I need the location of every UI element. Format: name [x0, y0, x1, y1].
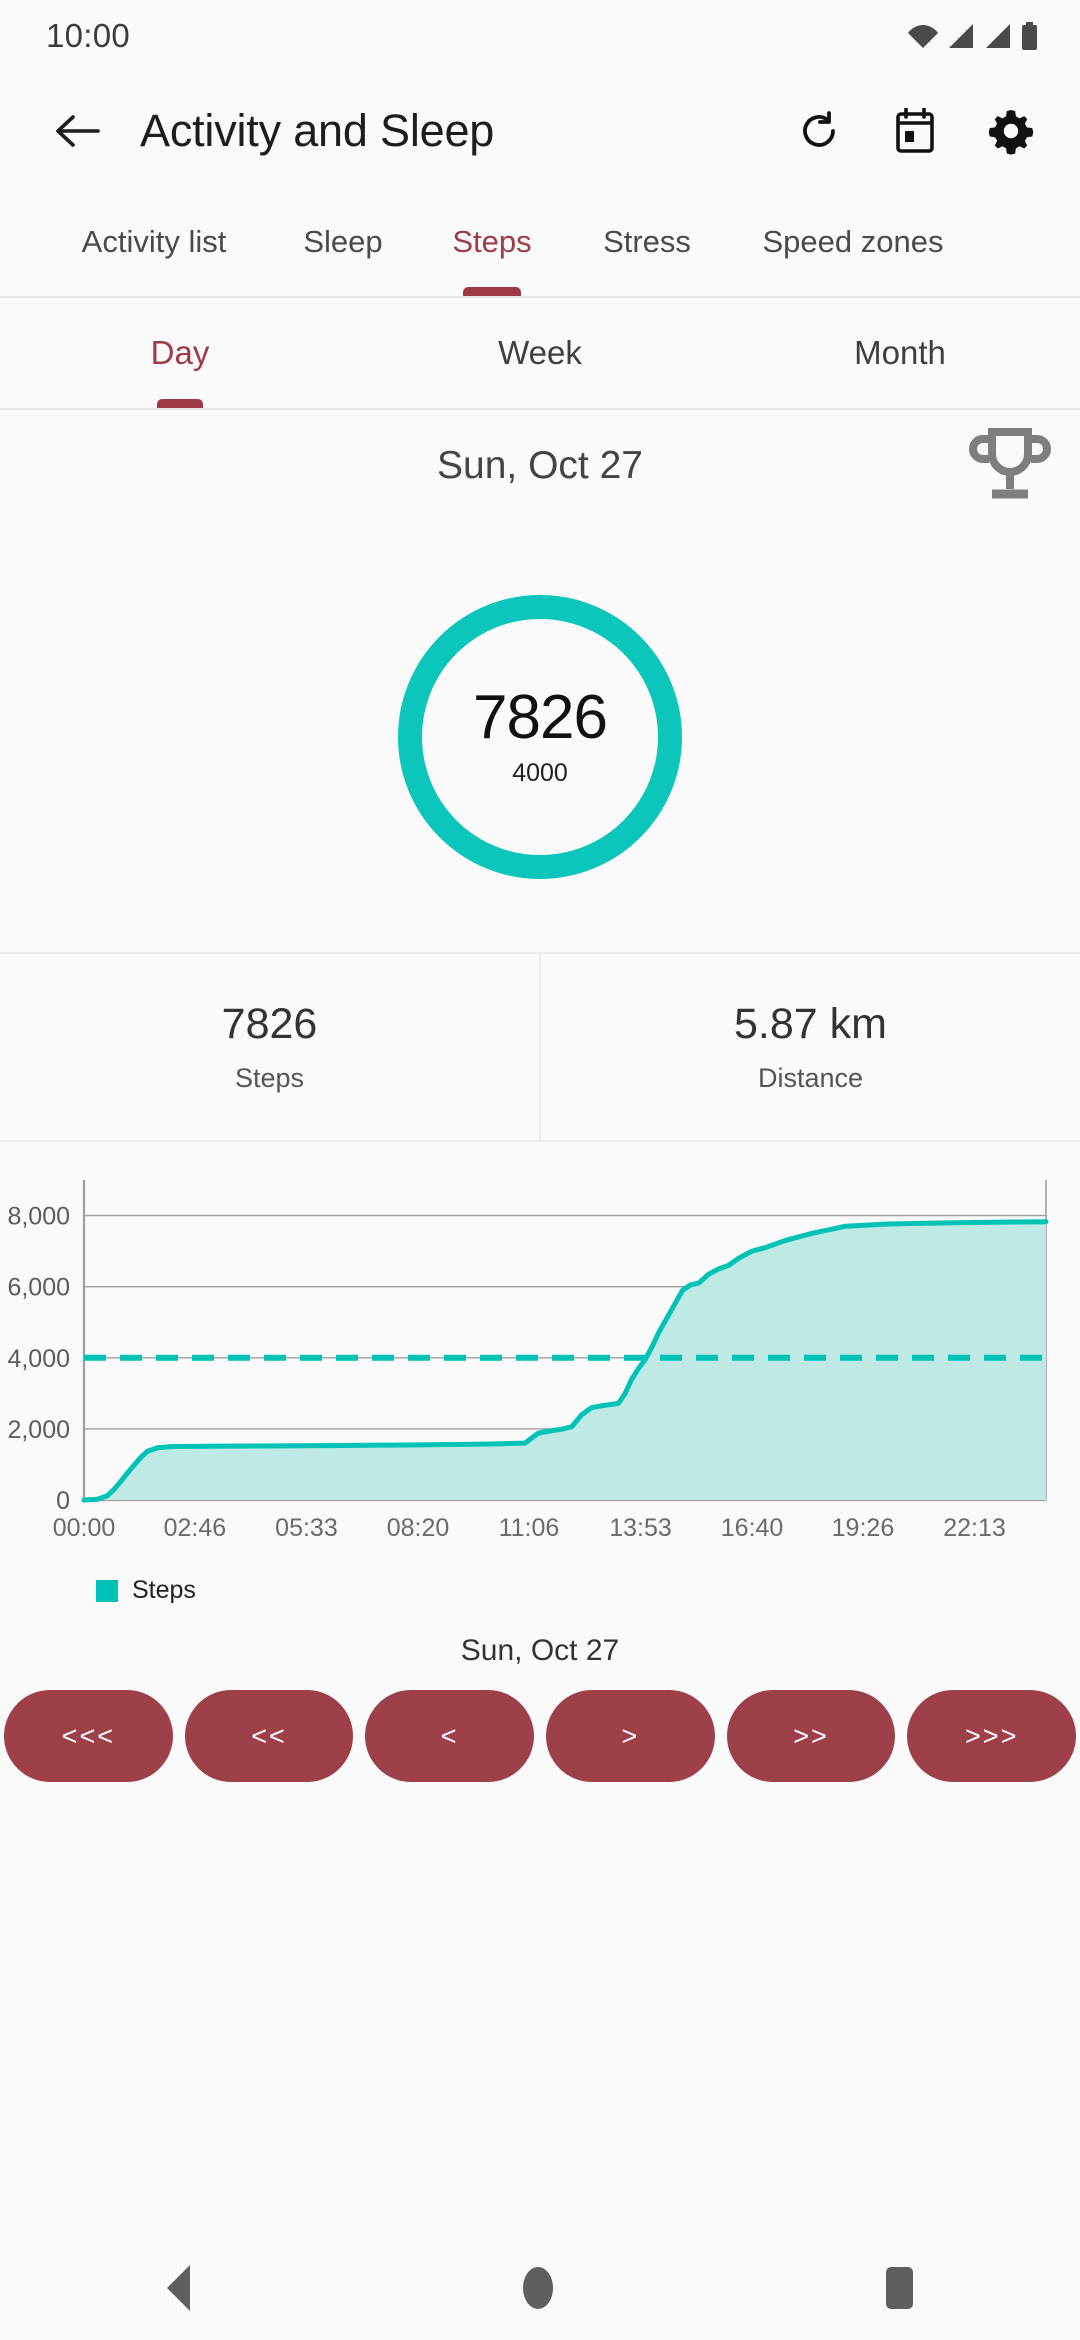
svg-text:13:53: 13:53: [609, 1514, 672, 1542]
tab-label: Sleep: [303, 224, 383, 259]
stat-distance: 5.87 km Distance: [539, 954, 1080, 1140]
tab-label: Activity list: [81, 224, 227, 259]
svg-text:11:06: 11:06: [499, 1514, 560, 1542]
tab-label: Steps: [452, 224, 532, 259]
selected-date: Sun, Oct 27: [437, 444, 643, 487]
steps-ring-section: 7826 4000: [0, 522, 1080, 952]
back-triangle-icon[interactable]: [166, 2265, 190, 2311]
footer-date: Sun, Oct 27: [460, 1634, 620, 1667]
legend-swatch-steps: [96, 1579, 118, 1602]
tab-steps[interactable]: Steps: [418, 190, 566, 296]
steps-chart: 0 2,000 4,000 6,000 8,000 00:00 02:46 05:33 08:2…: [0, 1170, 1080, 1604]
tab-speed-zones[interactable]: Speed zones: [728, 190, 978, 296]
svg-text:22:13: 22:13: [943, 1514, 1006, 1542]
svg-text:8,000: 8,000: [7, 1203, 70, 1231]
steps-progress-ring: 7826 4000: [390, 587, 690, 887]
svg-text:2,000: 2,000: [7, 1416, 70, 1444]
nav-forward-one-button[interactable]: >: [546, 1690, 715, 1782]
nav-back-fast-button[interactable]: <<: [184, 1690, 354, 1782]
steps-area-chart: 0 2,000 4,000 6,000 8,000 00:00 02:46 05:33 08:2…: [7, 1180, 1049, 1542]
tab-indicator: [463, 287, 521, 296]
battery-icon: [1022, 22, 1037, 50]
app-bar-actions: [792, 104, 1038, 158]
tab-activity-list[interactable]: Activity list: [40, 190, 268, 296]
tab-month[interactable]: Month: [720, 298, 1080, 408]
status-icons: [908, 22, 1038, 50]
android-navigation-bar: [0, 2236, 1080, 2340]
stat-value: 7826: [221, 1000, 318, 1048]
stat-steps: 7826 Steps: [0, 954, 539, 1140]
calendar-button[interactable]: [888, 104, 942, 158]
signal-icon: [949, 24, 973, 48]
ring-step-count: 7826: [473, 682, 608, 752]
nav-first-button[interactable]: <<<: [4, 1690, 173, 1782]
back-arrow-icon: [56, 115, 100, 147]
tab-label: Day: [150, 334, 210, 371]
date-header: Sun, Oct 27: [0, 410, 1080, 522]
period-tab-bar[interactable]: Day Week Month: [0, 298, 1080, 410]
signal-icon: [986, 24, 1010, 48]
tab-day[interactable]: Day: [0, 298, 360, 408]
chart-legend: Steps: [96, 1576, 1080, 1605]
refresh-button[interactable]: [792, 104, 846, 158]
refresh-icon: [803, 111, 835, 147]
svg-text:16:40: 16:40: [721, 1514, 784, 1542]
stat-value: 5.87 km: [734, 1000, 887, 1048]
svg-text:4,000: 4,000: [7, 1345, 70, 1373]
tab-sleep[interactable]: Sleep: [268, 190, 418, 296]
tab-label: Week: [498, 334, 582, 371]
stat-label: Steps: [234, 1063, 305, 1093]
app-bar: Activity and Sleep: [0, 72, 1080, 190]
wifi-icon: [908, 25, 938, 48]
settings-button[interactable]: [984, 104, 1038, 158]
status-time: 10:00: [46, 17, 131, 54]
svg-text:0: 0: [56, 1487, 70, 1515]
tab-label: Speed zones: [762, 224, 944, 259]
achievements-button[interactable]: [968, 426, 1052, 509]
legend-label-steps: Steps: [132, 1576, 196, 1604]
nav-last-button[interactable]: >>>: [907, 1690, 1077, 1782]
ring-goal-value: 4000: [512, 758, 568, 787]
tab-label: Month: [854, 334, 946, 371]
page-title: Activity and Sleep: [140, 105, 495, 156]
main-tab-bar[interactable]: Activity list Sleep Steps Stress Speed z…: [0, 190, 1080, 298]
tab-stress[interactable]: Stress: [566, 190, 728, 296]
stat-label: Distance: [757, 1063, 864, 1093]
recents-square-icon[interactable]: [886, 2267, 914, 2309]
svg-text:19:26: 19:26: [832, 1514, 895, 1542]
home-circle-icon[interactable]: [522, 2267, 553, 2309]
svg-text:00:00: 00:00: [53, 1514, 116, 1542]
summary-stats: 7826 Steps 5.87 km Distance: [0, 952, 1080, 1142]
nav-back-one-button[interactable]: <: [365, 1690, 535, 1782]
tab-indicator: [157, 399, 203, 408]
calendar-icon: [896, 108, 934, 153]
status-bar: 10:00: [0, 0, 1080, 72]
svg-text:6,000: 6,000: [7, 1274, 70, 1302]
nav-forward-fast-button[interactable]: >>: [726, 1690, 896, 1782]
svg-text:05:33: 05:33: [275, 1514, 338, 1542]
svg-text:02:46: 02:46: [164, 1514, 227, 1542]
gear-icon: [988, 110, 1034, 155]
svg-text:08:20: 08:20: [387, 1514, 450, 1542]
tab-week[interactable]: Week: [360, 298, 720, 408]
date-navigation-bar: <<< << < > >> >>>: [0, 1690, 1080, 1782]
trophy-icon: [969, 428, 1051, 499]
tab-label: Stress: [603, 224, 691, 259]
back-button[interactable]: [46, 100, 108, 162]
